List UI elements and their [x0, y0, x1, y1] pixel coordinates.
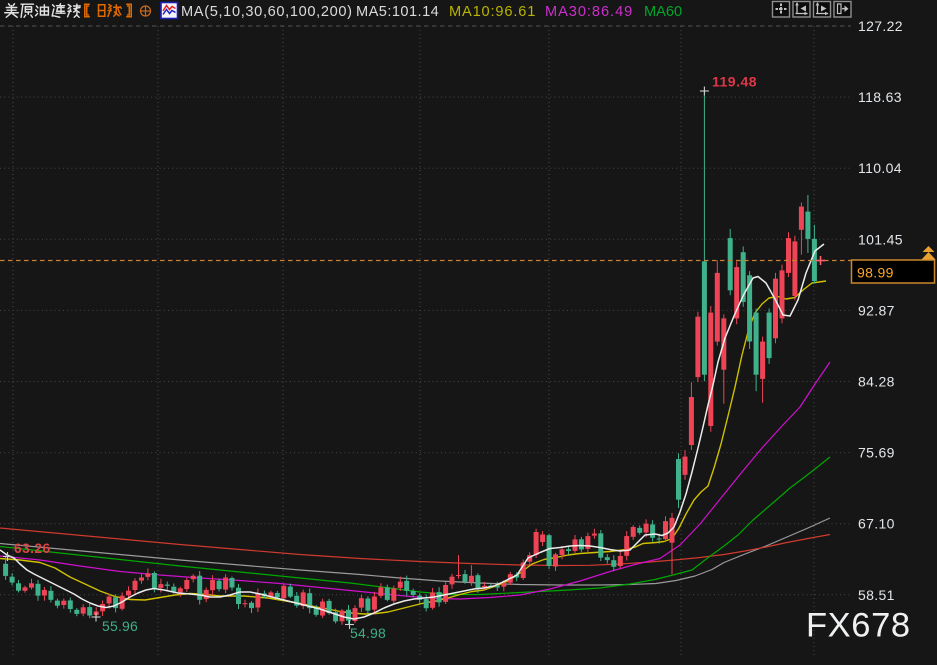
svg-text:MA5:101.14: MA5:101.14	[356, 4, 439, 20]
svg-text:55.96: 55.96	[102, 618, 138, 634]
svg-text:75.69: 75.69	[858, 445, 895, 461]
svg-text:63.26: 63.26	[14, 541, 51, 556]
svg-text:98.99: 98.99	[857, 265, 894, 281]
svg-text:54.98: 54.98	[350, 625, 386, 641]
svg-text:110.04: 110.04	[858, 160, 902, 176]
svg-text:MA60: MA60	[644, 4, 682, 20]
svg-text:MA10:96.61: MA10:96.61	[449, 4, 536, 20]
svg-text:FX678: FX678	[806, 607, 911, 645]
svg-text:MA(5,10,30,60,100,200): MA(5,10,30,60,100,200)	[181, 4, 353, 20]
svg-text:118.63: 118.63	[858, 89, 902, 105]
svg-text:101.45: 101.45	[858, 231, 903, 247]
svg-text:84.28: 84.28	[858, 374, 895, 390]
svg-text:MA30:86.49: MA30:86.49	[545, 4, 633, 20]
svg-text:92.87: 92.87	[858, 302, 895, 318]
svg-text:67.10: 67.10	[858, 516, 895, 532]
svg-text:58.51: 58.51	[858, 587, 895, 603]
svg-text:119.48: 119.48	[712, 74, 757, 90]
svg-text:127.22: 127.22	[858, 18, 903, 34]
